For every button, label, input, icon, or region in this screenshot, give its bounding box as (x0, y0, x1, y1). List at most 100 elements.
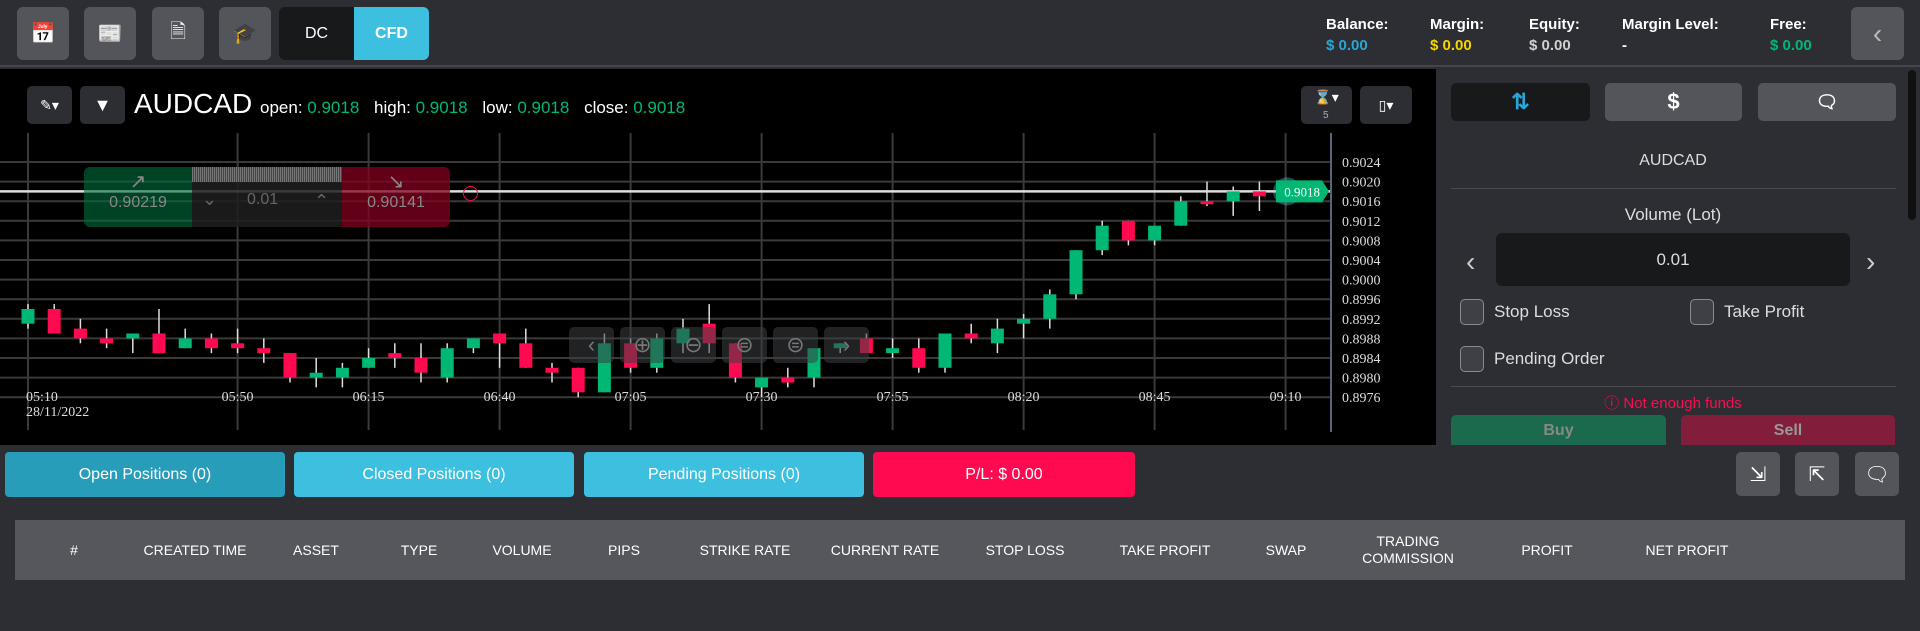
x-tick-label: 05:10 (26, 390, 58, 405)
x-tick-label: 06:15 (353, 390, 385, 405)
col-volume: VOLUME (492, 541, 552, 558)
y-tick-label: 0.9016 (1342, 195, 1381, 210)
minimize-button[interactable]: ⇲ (1736, 452, 1780, 496)
volume-decrease-button[interactable]: ‹ (1466, 246, 1475, 278)
volume-label: Volume (Lot) (1624, 205, 1722, 224)
candle-body (152, 333, 166, 354)
col-created-time: CREATED TIME (143, 541, 247, 558)
col-asset: ASSET (293, 541, 339, 558)
drawing-tools-button[interactable]: ✎▾ (27, 86, 72, 124)
col-pips: PIPS (608, 541, 640, 558)
candle-body (912, 348, 926, 368)
volume-input[interactable]: 0.01 (1496, 233, 1850, 286)
economic-news-button[interactable]: 📰 (84, 7, 136, 60)
volume-increase-button[interactable]: › (1866, 246, 1875, 278)
calendar-button[interactable]: 📅 (17, 7, 69, 60)
x-tick-label: 08:20 (1008, 390, 1040, 405)
chat-icon: 🗨 (1815, 91, 1839, 112)
chevron-left-icon: ‹ (587, 332, 596, 357)
col-stop-loss: STOP LOSS (985, 541, 1065, 558)
open-value: 0.9018 (307, 98, 360, 117)
maximize-button[interactable]: ⇱ (1795, 452, 1839, 496)
y-tick-label: 0.8988 (1342, 332, 1381, 347)
error-message: ⓘ Not enough funds (1436, 392, 1910, 413)
volume-increase-icon[interactable]: ⌃ (314, 191, 330, 211)
pending-order-checkbox[interactable] (1460, 346, 1484, 372)
candle-body (1095, 225, 1109, 251)
buy-button[interactable]: Buy (1451, 415, 1666, 445)
candle-body (1252, 191, 1266, 197)
hourglass-icon: ⌛▾ (1314, 89, 1339, 105)
pl-summary: P/L: $ 0.00 (873, 452, 1135, 497)
panel-scrollbar[interactable] (1908, 70, 1916, 220)
error-text: Not enough funds (1623, 395, 1742, 412)
quick-sell-button[interactable]: ↘ 0.90141 (342, 167, 450, 227)
tab-closed-positions[interactable]: Closed Positions (0) (294, 452, 574, 497)
news-button[interactable]: 🗎 (152, 7, 204, 60)
alert-icon[interactable] (463, 186, 478, 201)
expand-icon: ⇱ (1808, 463, 1826, 486)
high-value: 0.9018 (415, 98, 468, 117)
zoom-in-button[interactable]: ⊕ (620, 327, 665, 363)
positions-table-header: # CREATED TIME ASSET TYPE VOLUME PIPS ST… (15, 520, 1905, 580)
zoom-out-icon: ⊖ (684, 332, 703, 357)
balance-value: $ 0.00 (1326, 37, 1368, 54)
current-price-tag (1276, 180, 1329, 203)
zoom-reset-button[interactable]: ⊜ (722, 327, 767, 363)
x-tick-label: 06:40 (484, 390, 516, 405)
candle-body (781, 377, 795, 383)
candle-body (990, 328, 1004, 344)
candle-body (309, 372, 323, 378)
volume-decrease-icon[interactable]: ⌄ (202, 189, 218, 209)
candlestick-chart[interactable]: 0.9024 0.9020 0.9016 0.9012 0.9008 0.9004 0.90… (0, 68, 1436, 445)
symbol-dropdown-button[interactable]: ▼ (80, 86, 125, 124)
education-button[interactable]: 🎓 (219, 7, 271, 60)
chart-type-button[interactable]: ▯▾ (1360, 86, 1412, 124)
economic-news-icon: 📰 (97, 23, 123, 45)
mode-dc-button[interactable]: DC (279, 7, 354, 60)
equity-value: $ 0.00 (1529, 37, 1571, 54)
tab-open-positions[interactable]: Open Positions (0) (5, 452, 285, 497)
scroll-left-button[interactable]: ‹ (569, 327, 614, 363)
chat-tab-button[interactable]: 🗨 (1758, 83, 1896, 121)
x-tick-label: 07:05 (615, 390, 647, 405)
candle-body (362, 358, 376, 368)
mode-cfd-button[interactable]: CFD (354, 7, 429, 60)
volume-slider[interactable] (192, 167, 342, 182)
open-label: open: (260, 98, 303, 117)
sell-button[interactable]: Sell (1681, 415, 1895, 445)
interval-button[interactable]: ⌛▾ 5 (1301, 86, 1352, 124)
y-tick-label: 0.8976 (1342, 391, 1381, 406)
candle-body (466, 338, 480, 349)
col-strike-rate: STRIKE RATE (699, 541, 791, 558)
collapse-panel-button[interactable]: ‹ (1851, 7, 1904, 60)
zoom-out-button[interactable]: ⊖ (671, 327, 716, 363)
quick-buy-price: 0.90219 (109, 194, 167, 211)
collapse-icon: ⇲ (1749, 463, 1767, 486)
zoom-in-icon: ⊕ (633, 332, 652, 357)
take-profit-checkbox[interactable] (1690, 299, 1714, 325)
candle-body (178, 338, 192, 349)
low-value: 0.9018 (517, 98, 570, 117)
tab-pending-positions[interactable]: Pending Positions (0) (584, 452, 864, 497)
scroll-right-button[interactable]: › (824, 327, 869, 363)
col-take-profit: TAKE PROFIT (1119, 541, 1211, 558)
quick-sell-price: 0.90141 (367, 194, 425, 211)
chart-area[interactable] (0, 69, 1436, 445)
candle-body (231, 343, 245, 349)
margin-level-label: Margin Level: (1622, 16, 1719, 33)
chat-button[interactable]: 🗨 (1855, 452, 1899, 496)
free-label: Free: (1770, 16, 1807, 33)
trade-tab-button[interactable]: ⇅ (1451, 83, 1590, 121)
y-tick-label: 0.9024 (1342, 156, 1381, 171)
fit-button[interactable]: ⊜ (773, 327, 818, 363)
stop-loss-checkbox[interactable] (1460, 299, 1484, 325)
y-tick-label: 0.9020 (1342, 176, 1381, 191)
candlestick-icon: ▯▾ (1378, 96, 1394, 113)
deposit-tab-button[interactable]: $ (1605, 83, 1742, 121)
x-tick-label: 07:55 (877, 390, 909, 405)
quick-buy-button[interactable]: ↗ 0.90219 (84, 167, 192, 227)
y-tick-label: 0.9004 (1342, 254, 1381, 269)
margin-value: $ 0.00 (1430, 37, 1472, 54)
zoom-reset-icon: ⊜ (735, 332, 754, 357)
